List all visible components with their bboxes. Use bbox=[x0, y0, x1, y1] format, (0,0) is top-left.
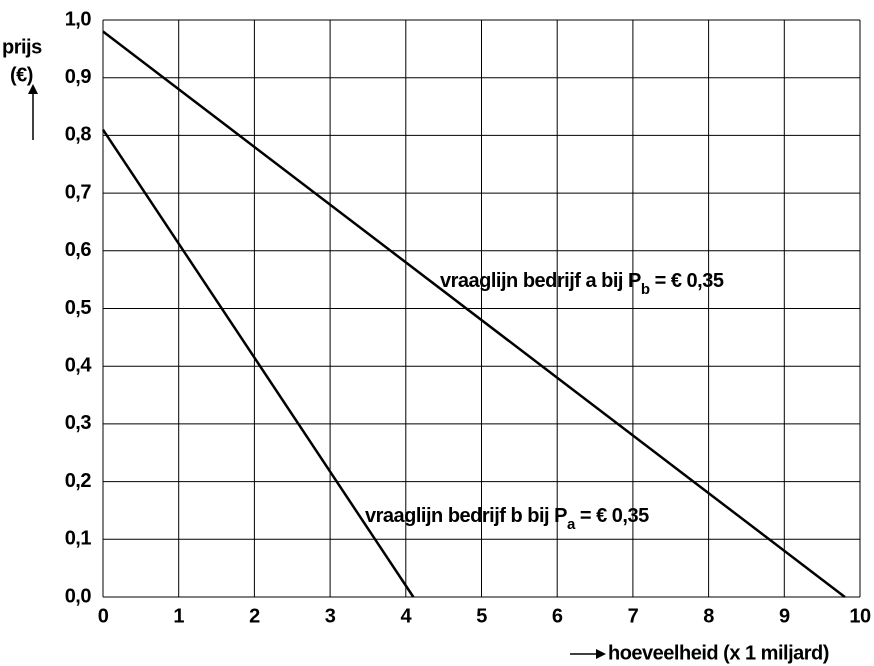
y-tick-label: 0,6 bbox=[65, 239, 92, 261]
line bbox=[101, 128, 415, 598]
y-tick-label: 0,4 bbox=[65, 354, 93, 376]
y-tick-label: 0,3 bbox=[65, 412, 92, 434]
annotation-text: = € 0,35 bbox=[650, 270, 724, 292]
annotation-text: = € 0,35 bbox=[575, 505, 649, 527]
annotation-subscript: a bbox=[567, 516, 576, 533]
annotation-text: vraaglijn bedrijf b bij P bbox=[365, 505, 567, 527]
annotation-subscript: b bbox=[641, 281, 650, 298]
y-tick-label: 0,8 bbox=[65, 124, 92, 146]
x-axis-label: hoeveelheid (x 1 miljard) bbox=[608, 642, 829, 664]
annotation: vraaglijn bedrijf a bij Pb = € 0,35 bbox=[440, 270, 724, 298]
y-axis-label: (€) bbox=[10, 64, 33, 86]
annotation: vraaglijn bedrijf b bij Pa = € 0,35 bbox=[365, 505, 649, 533]
x-tick-label: 7 bbox=[628, 605, 639, 627]
y-tick-label: 0,9 bbox=[65, 66, 92, 88]
x-tick-label: 2 bbox=[249, 605, 260, 627]
y-tick-label: 0,0 bbox=[65, 585, 92, 607]
x-tick-label: 3 bbox=[325, 605, 336, 627]
x-tick-label: 1 bbox=[173, 605, 184, 627]
y-axis-label: prijs bbox=[2, 36, 42, 58]
annotation-text: vraaglijn bedrijf a bij P bbox=[440, 270, 641, 292]
x-tick-label: 6 bbox=[552, 605, 563, 627]
line bbox=[102, 30, 846, 598]
x-tick-label: 9 bbox=[779, 605, 790, 627]
x-tick-label: 8 bbox=[703, 605, 714, 627]
y-tick-label: 0,1 bbox=[65, 528, 92, 550]
x-tick-label: 5 bbox=[476, 605, 487, 627]
y-arrow bbox=[28, 84, 38, 140]
y-tick-label: 1,0 bbox=[65, 8, 92, 30]
x-arrow bbox=[570, 649, 606, 659]
y-tick-label: 0,2 bbox=[65, 470, 92, 492]
x-tick-label: 0 bbox=[98, 605, 109, 627]
y-tick-label: 0,5 bbox=[65, 297, 92, 319]
x-tick-label: 10 bbox=[849, 605, 871, 627]
x-tick-label: 4 bbox=[400, 605, 412, 627]
y-tick-label: 0,7 bbox=[65, 181, 92, 203]
